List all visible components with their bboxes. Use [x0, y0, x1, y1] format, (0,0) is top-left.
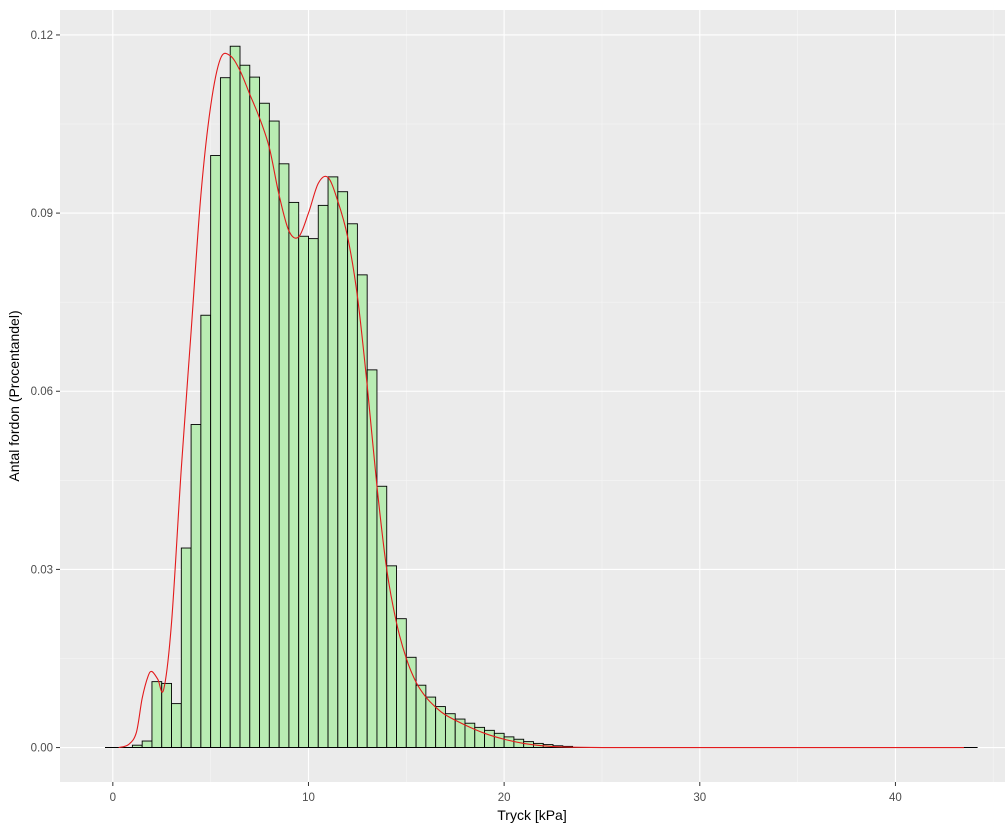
histogram-bar [337, 191, 349, 749]
histogram-bar [386, 565, 397, 749]
y-tick-label: 0.06 [31, 386, 53, 398]
x-tick-label: 0 [110, 792, 116, 804]
histogram-bar [454, 718, 466, 749]
histogram-bar [200, 314, 212, 749]
histogram-bar [239, 64, 251, 749]
x-tick-label: 20 [498, 792, 511, 804]
histogram-bar [376, 485, 388, 749]
histogram-bar [308, 238, 319, 749]
y-tick-label: 0.09 [31, 208, 53, 220]
histogram-bar [425, 696, 437, 749]
x-axis-title: Tryck [kPa] [497, 807, 567, 823]
histogram-bar [229, 45, 241, 749]
histogram-bar [484, 729, 495, 749]
y-tick-label: 0.12 [31, 30, 53, 42]
histogram-bar [435, 706, 446, 749]
histogram-bar [366, 369, 378, 749]
x-tick-label: 30 [693, 792, 706, 804]
x-axis-ticks: 0 10 20 30 40 [110, 782, 902, 804]
histogram-bar [298, 235, 309, 749]
bars [131, 45, 574, 749]
histogram-bar [288, 201, 300, 749]
histogram-bar [396, 618, 407, 749]
y-axis-title: Antal fordon (Procentandel) [6, 310, 22, 481]
histogram-bar [180, 547, 192, 749]
y-tick-label: 0.00 [31, 743, 53, 755]
density-line [118, 52, 964, 749]
histogram-bar [503, 736, 515, 749]
y-axis-ticks: 0.00 0.03 0.06 0.09 0.12 [31, 30, 60, 755]
histogram-bar [493, 732, 505, 749]
histogram-bar [161, 682, 172, 749]
x-tick-label: 40 [889, 792, 902, 804]
histogram-bar [317, 204, 329, 749]
histogram-bar [278, 163, 290, 749]
histogram-bar [356, 274, 368, 749]
y-tick-label: 0.03 [31, 564, 53, 576]
histogram-bar [327, 176, 339, 749]
histogram-bar [219, 77, 231, 749]
histogram-bar [444, 713, 456, 749]
histogram-bar [347, 223, 358, 749]
histogram-bar [259, 102, 270, 749]
histogram-bar [190, 424, 202, 749]
histogram-bar [210, 155, 221, 749]
histogram-bar [141, 740, 153, 749]
histogram-bar [249, 76, 261, 749]
histogram-bar [171, 703, 182, 749]
histogram-bar [151, 681, 163, 749]
histogram-bar [268, 120, 280, 749]
x-tick-label: 10 [302, 792, 315, 804]
